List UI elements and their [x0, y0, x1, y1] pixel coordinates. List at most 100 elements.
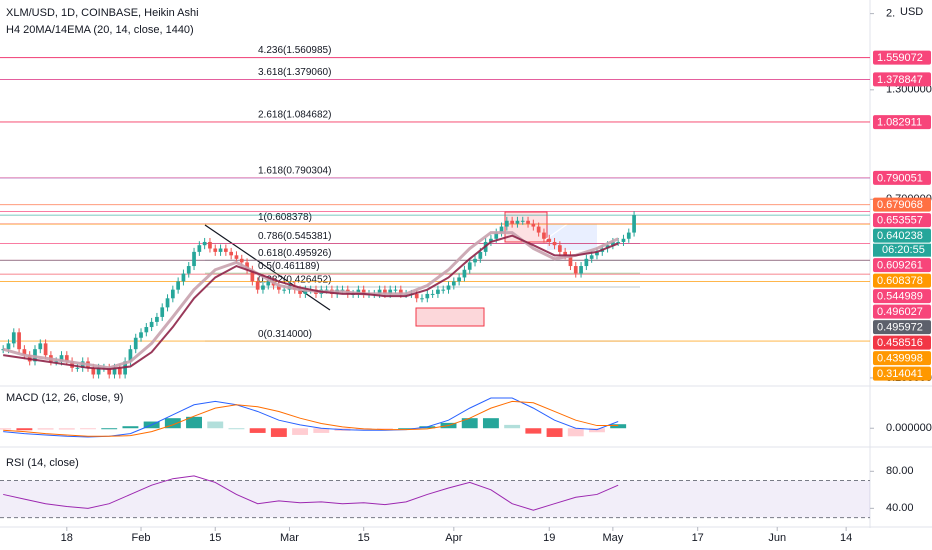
macd-histogram — [504, 424, 521, 429]
candle — [170, 289, 175, 299]
price-tag — [873, 50, 931, 65]
candle — [186, 266, 191, 274]
macd-histogram — [101, 428, 118, 430]
candle — [467, 262, 472, 270]
price-tag-label: 0.679068 — [877, 199, 923, 211]
y-tick-label: 80.00 — [886, 465, 914, 477]
candle — [430, 293, 435, 295]
candle — [611, 241, 615, 246]
price-tag — [873, 366, 931, 381]
price-tag-label: 0.790051 — [877, 172, 923, 184]
moving-average — [3, 234, 619, 371]
candle — [446, 285, 451, 290]
candle — [223, 248, 228, 252]
fib-label: 0.618(0.495926) — [258, 248, 331, 259]
candle — [245, 262, 249, 270]
candle — [356, 289, 361, 294]
x-tick-label: Apr — [445, 532, 462, 544]
macd-histogram — [16, 428, 33, 431]
trend-line — [544, 214, 581, 241]
candle — [557, 245, 562, 252]
candle — [261, 285, 265, 290]
x-tick-label: 17 — [692, 532, 704, 544]
candle — [573, 266, 578, 274]
y-tick-label: 1.300000 — [886, 84, 932, 96]
candle — [383, 289, 387, 294]
macd-histogram — [461, 418, 478, 429]
price-tag — [873, 72, 931, 87]
macd-histogram — [589, 428, 605, 433]
candle — [250, 269, 255, 282]
zone-box — [504, 211, 548, 243]
price-tag-label: 0.458516 — [877, 337, 923, 349]
candle — [128, 349, 133, 362]
candle — [504, 220, 509, 227]
candle — [489, 238, 493, 242]
candle — [202, 241, 207, 246]
y-tick-label: 40.00 — [886, 502, 914, 514]
countdown-tag — [873, 243, 931, 257]
candle — [229, 251, 234, 256]
x-tick-label: 15 — [358, 532, 370, 544]
zone-box — [547, 224, 597, 250]
candle — [473, 258, 477, 263]
candle — [149, 321, 154, 328]
macd-histogram — [525, 428, 542, 434]
candle — [255, 281, 260, 290]
candle — [38, 343, 43, 350]
fib-label: 0(0.314000) — [258, 329, 312, 340]
fib-label: 1.618(0.790304) — [258, 165, 331, 176]
price-tag — [873, 304, 931, 319]
price-tag-label: 0.314041 — [877, 368, 923, 380]
candle — [626, 232, 631, 239]
candle — [112, 367, 117, 375]
x-tick-label: 18 — [61, 532, 73, 544]
x-tick-label: 19 — [543, 532, 555, 544]
x-tick-label: 14 — [840, 532, 852, 544]
trend-line — [204, 224, 331, 311]
candle — [531, 223, 536, 227]
candle — [107, 367, 112, 375]
candle — [155, 316, 159, 322]
macd-histogram — [398, 428, 415, 430]
currency-label: USD — [900, 6, 923, 18]
price-tag — [873, 213, 931, 228]
candle — [303, 289, 308, 294]
candle — [208, 241, 212, 249]
candle — [133, 337, 138, 350]
candle — [277, 285, 281, 290]
candle — [54, 361, 59, 363]
candle — [213, 248, 218, 252]
price-tag-label: 0.609261 — [877, 260, 923, 272]
candle — [515, 220, 520, 224]
x-tick-label: Jun — [768, 532, 786, 544]
macd-histogram — [249, 428, 266, 433]
candle — [340, 289, 345, 291]
fib-label: 0.786(0.545381) — [258, 231, 331, 242]
candle — [324, 289, 329, 291]
candle — [478, 251, 483, 259]
fib-label: 0.382(0.426452) — [258, 275, 331, 286]
fib-label: 4.236(1.560985) — [258, 45, 331, 56]
candle — [420, 298, 424, 300]
candle — [298, 289, 302, 294]
fib-label: 3.618(1.379060) — [258, 67, 331, 78]
candle — [510, 220, 514, 224]
candle — [234, 255, 239, 259]
macd-histogram — [292, 428, 309, 435]
macd-title: MACD (12, 26, close, 9) — [6, 392, 123, 404]
macd-histogram — [122, 426, 139, 429]
candle — [568, 255, 573, 267]
price-tag-label: 0.544989 — [877, 291, 923, 303]
candle — [520, 220, 525, 222]
macd-histogram — [228, 428, 245, 430]
price-tag-label: 0.640238 — [877, 230, 923, 242]
macd-histogram — [567, 428, 584, 437]
price-tag-label: 0.495972 — [877, 322, 923, 334]
rsi-title: RSI (14, close) — [6, 457, 79, 469]
candle — [64, 355, 69, 362]
candle — [160, 307, 165, 317]
zone-box — [415, 307, 485, 327]
fib-label: 2.618(1.084682) — [258, 109, 331, 120]
